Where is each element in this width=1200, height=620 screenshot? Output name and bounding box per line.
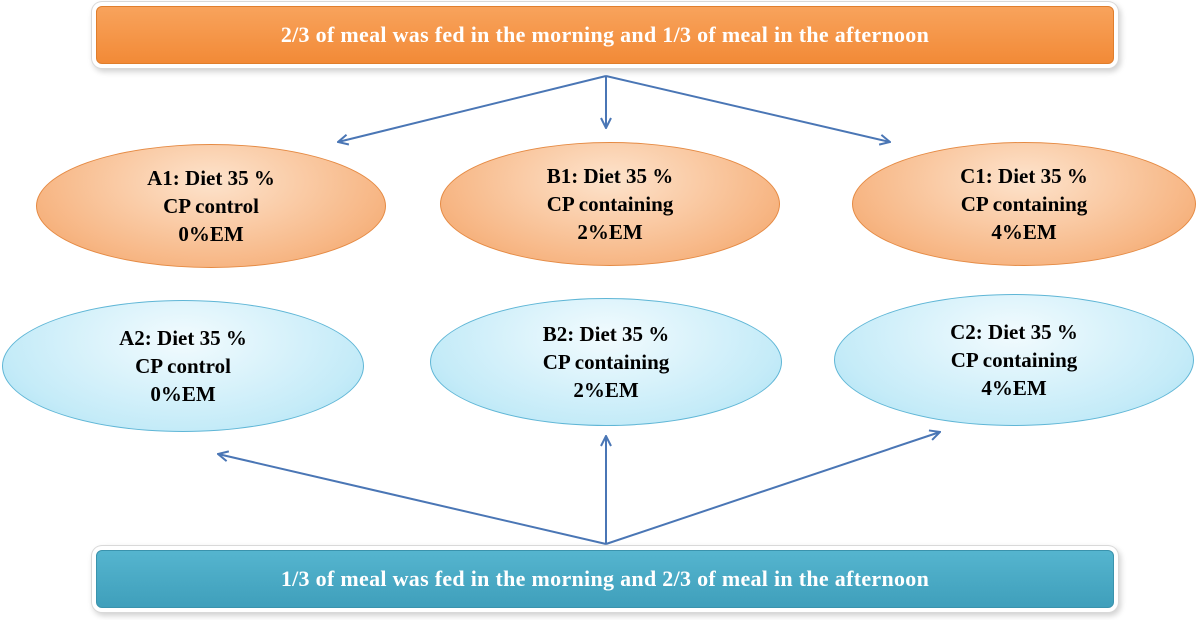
node-c1-line1: C1: Diet 35 %: [960, 164, 1088, 188]
node-b1-line2: CP containing: [546, 192, 674, 216]
top-banner-text: 2/3 of meal was fed in the morning and 1…: [280, 22, 930, 47]
node-a2: A2: Diet 35 % CP control 0%EM: [2, 300, 364, 432]
node-a2-line2: CP control: [135, 354, 231, 378]
node-b2-line3: 2%EM: [573, 378, 639, 402]
bottom-banner: 1/3 of meal was fed in the morning and 2…: [96, 550, 1114, 608]
node-a2-line1: A2: Diet 35 %: [119, 326, 247, 350]
node-c2-line1: C2: Diet 35 %: [950, 320, 1078, 344]
node-a1-line3: 0%EM: [178, 222, 244, 246]
arrow-bottom-to-c2: [605, 432, 940, 545]
node-a1-line2: CP control: [163, 194, 259, 218]
node-c1-line2: CP containing: [960, 192, 1088, 216]
top-banner: 2/3 of meal was fed in the morning and 1…: [96, 6, 1114, 64]
arrow-bottom-to-a2: [218, 454, 607, 545]
node-c1: C1: Diet 35 % CP containing 4%EM: [852, 142, 1196, 266]
node-b2-line2: CP containing: [542, 350, 670, 374]
node-b1: B1: Diet 35 % CP containing 2%EM: [440, 142, 780, 266]
node-c2-line2: CP containing: [950, 348, 1078, 372]
node-a1-line1: A1: Diet 35 %: [147, 166, 275, 190]
node-b2: B2: Diet 35 % CP containing 2%EM: [430, 298, 782, 426]
arrow-top-to-a1: [338, 75, 607, 142]
node-b2-line1: B2: Diet 35 %: [542, 322, 670, 346]
node-c2: C2: Diet 35 % CP containing 4%EM: [834, 294, 1194, 426]
node-a2-line3: 0%EM: [150, 382, 216, 406]
node-b1-line1: B1: Diet 35 %: [546, 164, 674, 188]
arrow-top-to-c1: [605, 75, 890, 142]
node-c2-line3: 4%EM: [981, 376, 1047, 400]
node-a1: A1: Diet 35 % CP control 0%EM: [36, 144, 386, 268]
node-c1-line3: 4%EM: [991, 220, 1057, 244]
node-b1-line3: 2%EM: [577, 220, 643, 244]
bottom-banner-text: 1/3 of meal was fed in the morning and 2…: [280, 566, 930, 591]
